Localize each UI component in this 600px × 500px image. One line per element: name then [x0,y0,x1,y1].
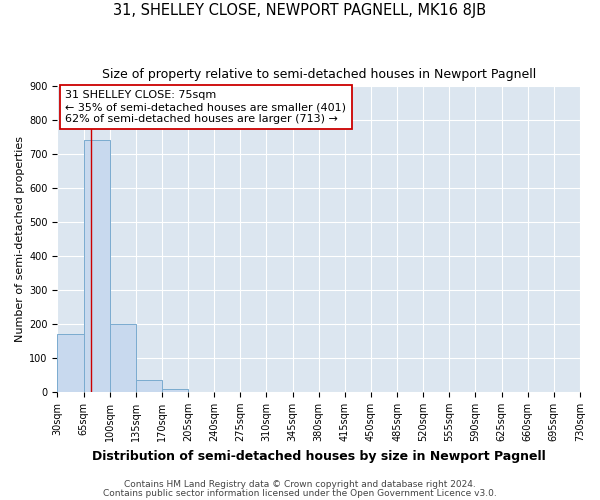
Bar [136,380,162,392]
Title: Size of property relative to semi-detached houses in Newport Pagnell: Size of property relative to semi-detach… [101,68,536,80]
Text: Contains public sector information licensed under the Open Government Licence v3: Contains public sector information licen… [103,488,497,498]
Text: 31 SHELLEY CLOSE: 75sqm
← 35% of semi-detached houses are smaller (401)
62% of s: 31 SHELLEY CLOSE: 75sqm ← 35% of semi-de… [65,90,346,124]
Bar [110,324,136,392]
Text: Contains HM Land Registry data © Crown copyright and database right 2024.: Contains HM Land Registry data © Crown c… [124,480,476,489]
Text: 31, SHELLEY CLOSE, NEWPORT PAGNELL, MK16 8JB: 31, SHELLEY CLOSE, NEWPORT PAGNELL, MK16… [113,2,487,18]
Bar [162,388,188,392]
Y-axis label: Number of semi-detached properties: Number of semi-detached properties [15,136,25,342]
Bar [83,140,110,392]
Bar [58,334,83,392]
X-axis label: Distribution of semi-detached houses by size in Newport Pagnell: Distribution of semi-detached houses by … [92,450,545,462]
